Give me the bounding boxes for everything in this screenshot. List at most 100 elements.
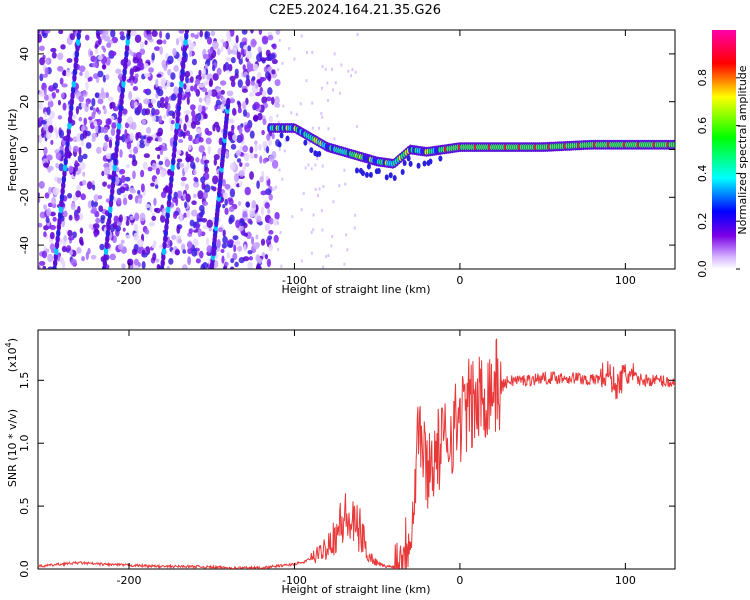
noise-cell: [232, 235, 239, 241]
noise-cell: [72, 168, 76, 177]
noise-cell: [264, 223, 271, 231]
streak-cell: [62, 169, 67, 178]
noise-cell: [184, 201, 188, 209]
noise-cell: [125, 234, 131, 239]
noise-cell: [184, 110, 191, 115]
noise-cell: [205, 237, 210, 246]
noise-cell: [109, 253, 117, 261]
noise-cell: [45, 132, 52, 139]
noise-cell: [229, 162, 236, 171]
streak-cell: [166, 199, 172, 208]
noise-cell: [50, 139, 54, 145]
noise-cell: [138, 102, 143, 112]
y-tick-label: 20: [18, 95, 31, 109]
noise-cell: [170, 72, 176, 80]
noise-cell: [274, 185, 277, 189]
noise-cell: [326, 81, 329, 85]
noise-cell: [125, 164, 130, 169]
noise-cell: [188, 50, 192, 58]
noise-cell: [186, 96, 190, 105]
noise-cell: [190, 85, 195, 92]
noise-cell: [91, 111, 96, 120]
noise-cell: [116, 197, 122, 205]
noise-cell: [44, 57, 50, 65]
noise-cell: [212, 40, 219, 50]
noise-cell: [242, 166, 246, 172]
noise-cell: [206, 97, 211, 104]
noise-cell: [196, 112, 202, 122]
streak-cell: [118, 103, 124, 112]
noise-cell: [247, 249, 253, 255]
noise-cell: [216, 67, 222, 76]
noise-cell: [222, 236, 228, 244]
noise-cell: [129, 68, 134, 77]
noise-cell: [164, 159, 171, 168]
noise-cell: [322, 265, 325, 269]
noise-cell: [233, 244, 237, 253]
noise-cell: [82, 179, 87, 186]
noise-cell: [268, 155, 275, 162]
noise-cell: [300, 34, 303, 38]
noise-cell: [38, 37, 42, 44]
noise-cell: [327, 253, 330, 257]
snr-series-line: [38, 338, 675, 569]
noise-cell: [257, 112, 263, 121]
noise-cell: [182, 249, 187, 254]
noise-cell: [250, 30, 254, 34]
snr-scale-prefix: (x10: [6, 347, 19, 372]
noise-cell: [216, 48, 221, 56]
ridge-cell: [402, 159, 407, 166]
noise-cell: [150, 98, 157, 104]
noise-cell: [142, 161, 148, 170]
noise-cell: [210, 185, 214, 190]
noise-cell: [145, 88, 149, 94]
noise-cell: [47, 100, 54, 108]
ridge-cell: [277, 141, 282, 148]
noise-cell: [226, 251, 230, 259]
noise-cell: [271, 96, 275, 105]
streak-cell: [124, 43, 130, 52]
noise-cell: [131, 159, 138, 167]
streak-cell: [182, 49, 187, 58]
noise-cell: [202, 155, 207, 161]
noise-cell: [281, 177, 284, 181]
noise-cell: [102, 181, 107, 187]
noise-cell: [256, 215, 262, 223]
noise-cell: [102, 64, 106, 70]
noise-cell: [173, 212, 178, 219]
noise-cell: [237, 200, 242, 206]
noise-cell: [261, 251, 266, 258]
noise-cell: [276, 221, 279, 225]
noise-cell: [225, 57, 232, 62]
streak-cell: [111, 175, 116, 184]
svg-text:(x104): (x104): [4, 338, 19, 372]
streak-cell: [72, 67, 78, 76]
noise-cell: [178, 139, 184, 144]
noise-cell: [44, 94, 49, 101]
noise-cell: [93, 194, 99, 202]
noise-cell: [62, 69, 67, 76]
noise-cell: [232, 107, 237, 116]
noise-cell: [243, 244, 247, 252]
noise-cell: [306, 51, 309, 55]
streak-cell: [166, 205, 171, 214]
streak-cell: [74, 49, 80, 58]
noise-cell: [49, 224, 57, 230]
noise-cell: [57, 99, 62, 106]
ridge-cell: [354, 167, 359, 174]
noise-cell: [97, 70, 104, 78]
streak-cell: [176, 109, 181, 118]
noise-cell: [87, 77, 91, 82]
noise-cell: [155, 184, 159, 189]
noise-cell: [209, 78, 214, 87]
noise-cell: [165, 32, 171, 40]
noise-cell: [55, 162, 59, 169]
streak-cell: [173, 133, 178, 142]
ridge-cell: [317, 150, 322, 157]
noise-cell: [322, 184, 325, 188]
noise-cell: [174, 249, 180, 256]
noise-cell: [173, 65, 179, 72]
noise-cell: [129, 132, 135, 142]
streak-cell: [64, 145, 70, 154]
streak-cell: [103, 247, 109, 256]
